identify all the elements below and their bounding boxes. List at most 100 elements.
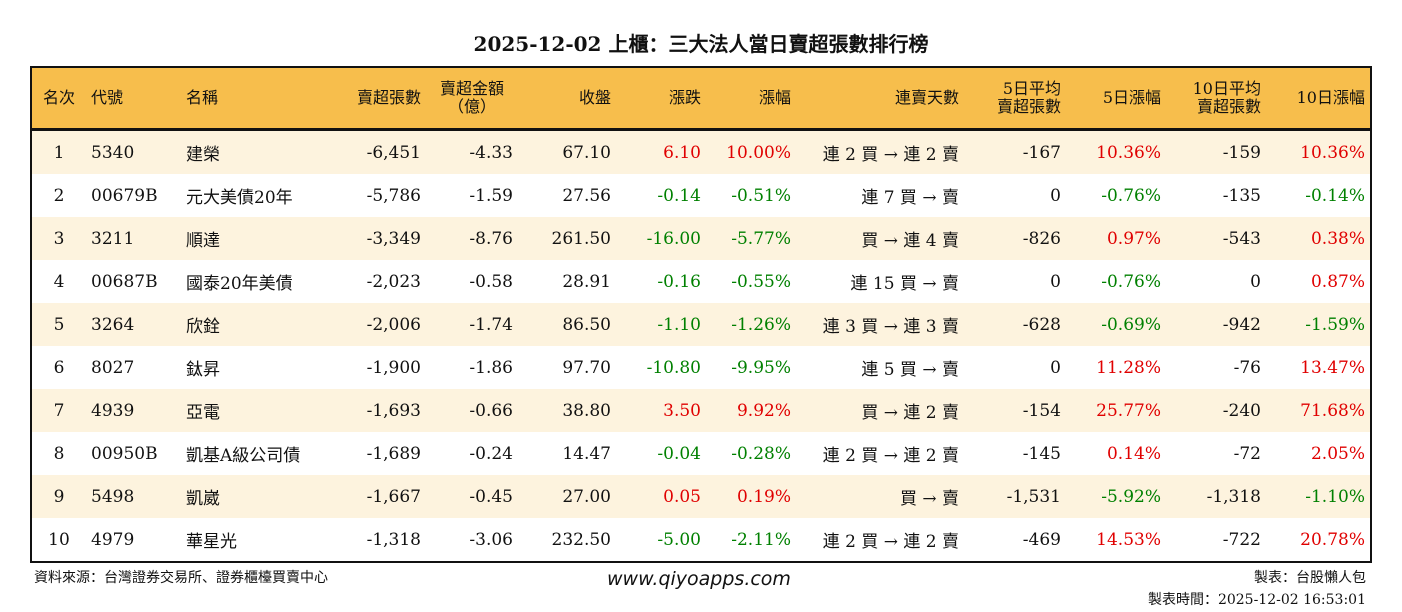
cell-avg10-net-sell: -722 [1222,529,1261,550]
cell-close: 232.50 [551,529,611,550]
cell-pct5: 11.28% [1096,357,1161,378]
cell-avg5-net-sell: -826 [964,217,1066,260]
cell-rank: 8 [53,443,65,464]
cell-change: -10.80 [646,357,701,378]
cell-name: 順達 [181,217,331,260]
cell-avg10-net-sell: -1,318 [1166,475,1266,518]
cell-avg5-net-sell: 0 [1050,185,1061,206]
cell-streak: 連 5 買 → 賣 [861,360,959,380]
table-row: 9 5498 凱崴 -1,667 -0.45 27.00 0.05 0.19% 買 → 賣 -1,… [31,475,1371,518]
header-pct10: 10日漲幅 [1266,67,1371,131]
cell-change-pct: -2.11% [731,529,791,550]
cell-net-sell-amount: -0.24 [469,443,513,464]
cell-rank: 4 [53,271,65,292]
cell-change: -0.04 [657,443,701,464]
cell-avg10-net-sell: -159 [1166,129,1266,174]
cell-code: 3264 [86,303,181,346]
cell-close: 97.70 [562,357,611,378]
page-title: 2025-12-02 上櫃：三大法人當日賣超張數排行榜 [473,32,929,56]
cell-close: 67.10 [518,129,616,174]
cell-name: 元大美債20年 [186,188,293,208]
cell-change-pct: 0.19% [706,475,796,518]
cell-avg10-net-sell: -942 [1166,303,1266,346]
header-name: 名稱 [181,67,331,131]
cell-rank: 3 [31,217,86,260]
cell-code: 3211 [86,217,181,260]
cell-name: 華星光 [186,532,237,552]
cell-pct10: 13.47% [1300,357,1365,378]
cell-net-sell-amount: -0.66 [426,389,518,432]
cell-name: 凱基A級公司債 [186,446,301,466]
table-row: 4 00687B 國泰20年美債 -2,023 -0.58 28.91 -0.16 -0.55… [31,260,1371,303]
cell-net-sell-lots: -1,689 [366,443,421,464]
cell-net-sell-lots: -2,023 [366,271,421,292]
cell-avg10-net-sell: -72 [1233,443,1261,464]
maker: 製表：台股懶人包 [1254,570,1366,586]
cell-change-pct: -0.28% [731,443,791,464]
cell-avg5-net-sell: -154 [964,389,1066,432]
cell-net-sell-lots: -1,693 [331,389,426,432]
cell-pct10: 10.36% [1266,129,1371,174]
header-avg5-net-sell: 5日平均 賣超張數 [964,67,1066,131]
cell-change: 3.50 [616,389,706,432]
cell-pct10: 0.87% [1310,271,1365,292]
cell-change-pct: -0.55% [731,271,791,292]
table-row: 6 8027 鈦昇 -1,900 -1.86 97.70 -10.80 -9.95% 連 5 買… [31,346,1371,389]
table-row: 3 3211 順達 -3,349 -8.76 261.50 -16.00 -5.77% 買 → … [31,217,1371,260]
cell-net-sell-amount: -0.45 [426,475,518,518]
cell-change: -1.10 [616,303,706,346]
cell-avg10-net-sell: 0 [1250,271,1261,292]
cell-pct5: 25.77% [1066,389,1166,432]
website-link[interactable]: www.qiyoapps.com [607,568,791,590]
header-avg10-net-sell: 10日平均 賣超張數 [1166,67,1266,131]
cell-close: 27.00 [518,475,616,518]
cell-net-sell-amount: -1.74 [426,303,518,346]
generated-time: 製表時間：2025-12-02 16:53:01 [1147,592,1366,608]
cell-code: 00679B [91,185,158,206]
cell-net-sell-amount: -0.58 [469,271,513,292]
cell-close: 86.50 [518,303,616,346]
cell-streak: 連 15 買 → 賣 [850,274,960,294]
data-source: 資料來源：台灣證券交易所、證券櫃檯買賣中心 [34,570,328,586]
cell-avg5-net-sell: 0 [1050,357,1061,378]
cell-net-sell-lots: -1,667 [331,475,426,518]
cell-net-sell-lots: -2,006 [331,303,426,346]
table-row: 10 4979 華星光 -1,318 -3.06 232.50 -5.00 -2.11% 連 2… [31,518,1371,562]
cell-pct10: 2.05% [1310,443,1365,464]
cell-change: -0.14 [657,185,701,206]
header-change-pct: 漲幅 [706,67,796,131]
cell-net-sell-lots: -5,786 [366,185,421,206]
header-close: 收盤 [518,67,616,131]
cell-avg10-net-sell: -135 [1222,185,1261,206]
cell-streak: 連 3 買 → 連 3 賣 [796,303,964,346]
cell-net-sell-amount: -1.59 [469,185,513,206]
cell-change: -16.00 [616,217,706,260]
cell-change: -5.00 [657,529,701,550]
cell-streak: 連 7 買 → 賣 [861,188,959,208]
cell-code: 4939 [86,389,181,432]
cell-change: 6.10 [616,129,706,174]
cell-change-pct: -0.51% [731,185,791,206]
cell-rank: 9 [31,475,86,518]
cell-streak: 買 → 連 2 賣 [796,389,964,432]
header-row: 名次 代號 名稱 賣超張數 賣超金額 （億） 收盤 漲跌 漲幅 連賣天數 5日平均 賣超張數 5日漲… [31,67,1371,131]
cell-streak: 連 2 買 → 連 2 賣 [822,532,959,552]
cell-avg5-net-sell: -628 [964,303,1066,346]
cell-name: 建榮 [181,129,331,174]
cell-close: 261.50 [518,217,616,260]
cell-name: 亞電 [181,389,331,432]
cell-pct10: -1.59% [1266,303,1371,346]
cell-rank: 7 [31,389,86,432]
cell-pct5: -0.69% [1066,303,1166,346]
table-row: 7 4939 亞電 -1,693 -0.66 38.80 3.50 9.92% 買 → 連 2 … [31,389,1371,432]
table-row: 1 5340 建榮 -6,451 -4.33 67.10 6.10 10.00% 連 2 買 →… [31,129,1371,174]
cell-close: 14.47 [562,443,611,464]
cell-rank: 2 [53,185,65,206]
cell-net-sell-amount: -3.06 [469,529,513,550]
cell-change-pct: -1.26% [706,303,796,346]
cell-code: 00687B [91,271,158,292]
cell-avg5-net-sell: -167 [964,129,1066,174]
ranking-table: 名次 代號 名稱 賣超張數 賣超金額 （億） 收盤 漲跌 漲幅 連賣天數 5日平均 賣超張數 5日漲… [30,66,1372,563]
cell-avg5-net-sell: -145 [1022,443,1061,464]
cell-net-sell-lots: -6,451 [331,129,426,174]
